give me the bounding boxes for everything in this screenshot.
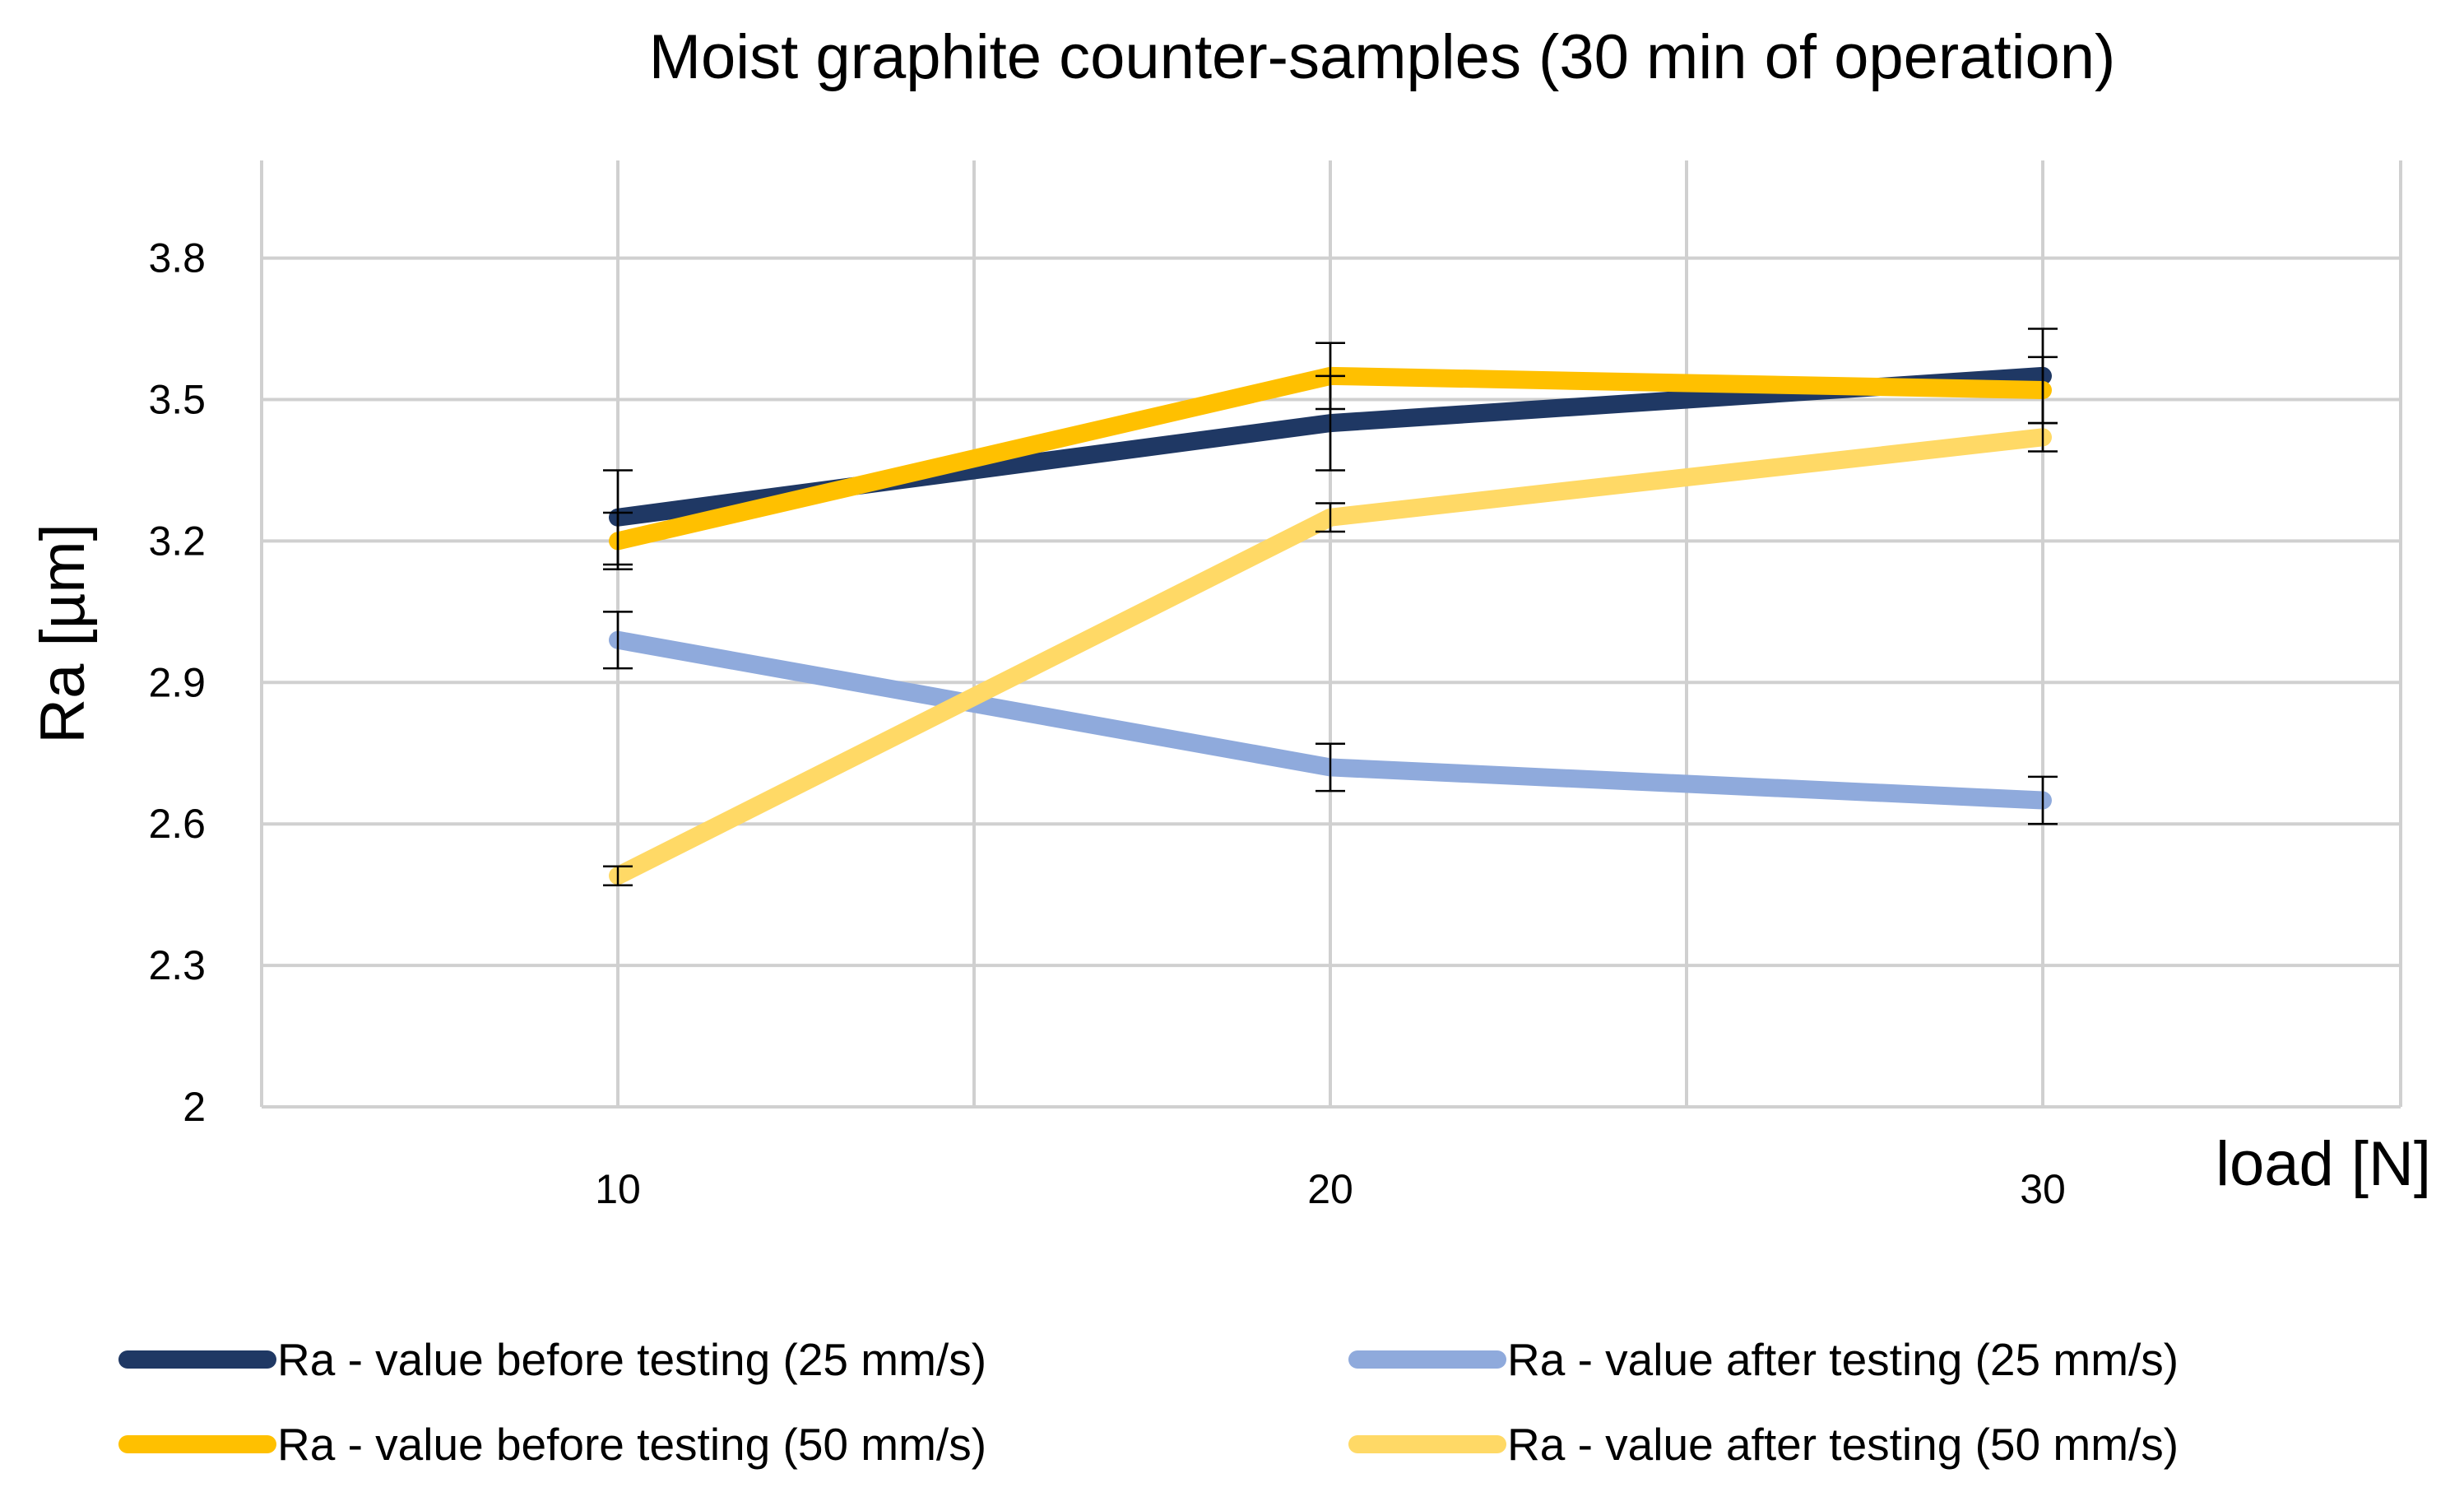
chart-title: Moist graphite counter-samples (30 min o… <box>649 22 2116 92</box>
y-axis-ticks: 2 2.3 2.6 2.9 3.2 3.5 3.8 <box>148 235 206 1130</box>
x-tick-label: 10 <box>595 1166 641 1212</box>
legend-label: Ra - value before testing (50 mm/s) <box>277 1419 986 1470</box>
y-tick-label: 3.5 <box>148 377 206 423</box>
legend-label: Ra - value after testing (50 mm/s) <box>1507 1419 2179 1470</box>
y-tick-label: 3.8 <box>148 235 206 281</box>
y-tick-label: 2.6 <box>148 801 206 847</box>
error-bar <box>2028 421 2058 453</box>
legend-item-3: Ra - value before testing (50 mm/s) <box>118 1419 986 1470</box>
legend: Ra - value before testing (25 mm/s) Ra - … <box>118 1334 2179 1470</box>
y-tick-label: 2 <box>183 1084 206 1130</box>
error-bar <box>603 865 633 886</box>
grid-layer <box>260 160 2402 1109</box>
legend-label: Ra - value before testing (25 mm/s) <box>277 1334 986 1385</box>
x-tick-label: 30 <box>2020 1166 2066 1212</box>
x-axis-label: load [N] <box>2216 1129 2431 1199</box>
legend-item-1: Ra - value before testing (25 mm/s) <box>118 1334 986 1385</box>
legend-item-4: Ra - value after testing (50 mm/s) <box>1348 1419 2179 1470</box>
legend-item-2: Ra - value after testing (25 mm/s) <box>1348 1334 2179 1385</box>
x-axis-ticks: 10 20 30 <box>595 1166 2066 1212</box>
error-bar <box>1316 742 1345 793</box>
error-bar <box>603 611 633 670</box>
y-tick-label: 2.3 <box>148 942 206 988</box>
x-tick-label: 20 <box>1307 1166 1353 1212</box>
error-bar <box>2028 775 2058 825</box>
legend-label: Ra - value after testing (25 mm/s) <box>1507 1334 2179 1385</box>
error-bar <box>1316 342 1345 411</box>
error-bar <box>603 511 633 571</box>
y-tick-label: 2.9 <box>148 659 206 705</box>
error-bars <box>603 328 2058 886</box>
y-axis-label: Ra [µm] <box>28 523 98 744</box>
error-bar <box>1316 502 1345 533</box>
y-tick-label: 3.2 <box>148 518 206 564</box>
